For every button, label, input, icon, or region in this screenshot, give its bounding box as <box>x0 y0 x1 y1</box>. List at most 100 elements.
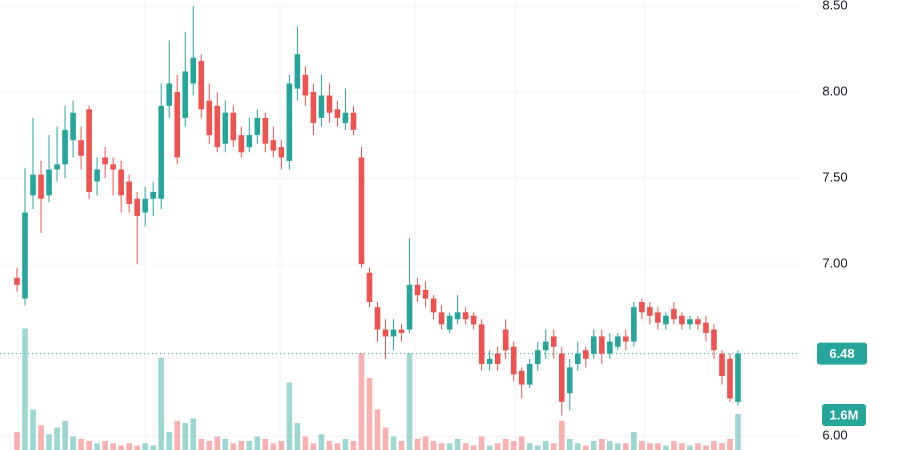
volume-bar <box>558 420 565 450</box>
last-volume-box <box>822 404 866 426</box>
last-price-box <box>817 342 867 365</box>
volume-bar <box>278 441 285 450</box>
volume-bar <box>382 427 389 450</box>
candle-body <box>687 319 693 325</box>
volume-bar <box>526 443 533 450</box>
candle-body <box>655 312 661 323</box>
volume-bar <box>542 441 549 450</box>
volume-bar <box>390 436 397 450</box>
candle-body <box>607 341 613 354</box>
volume-bar <box>679 443 685 450</box>
candle-body <box>22 212 28 299</box>
volume-bar <box>518 436 525 450</box>
candle-body <box>166 83 173 106</box>
volume-layer <box>14 328 741 450</box>
candle-body <box>398 329 405 333</box>
volume-bar <box>470 445 477 450</box>
candle-body <box>542 341 549 351</box>
candle-body <box>695 319 701 325</box>
volume-bar <box>14 432 20 450</box>
candle-body <box>374 307 381 330</box>
candle-body <box>430 298 437 313</box>
volume-bar <box>406 353 413 450</box>
volume-bar <box>647 443 653 450</box>
candle-body <box>158 105 165 199</box>
volume-bar <box>166 432 173 450</box>
candle-body <box>623 336 629 342</box>
volume-bar <box>663 445 669 450</box>
volume-bar <box>174 420 181 450</box>
volume-bar <box>134 445 140 450</box>
volume-bar <box>695 443 701 450</box>
price-axis: 6.00 7.00 7.50 8.00 8.50 6.48 1.6M <box>817 0 867 443</box>
candle-body <box>62 129 68 165</box>
candle-body <box>342 112 349 124</box>
volume-bar <box>454 438 461 450</box>
volume-bar <box>54 427 60 450</box>
candle-body <box>518 370 525 385</box>
candle-body <box>422 289 429 299</box>
candle-body <box>631 307 637 342</box>
candle-body <box>599 336 605 354</box>
candle-body <box>647 307 653 316</box>
candle-body <box>406 284 413 330</box>
candle-body <box>102 157 108 165</box>
volume-bar <box>711 441 717 450</box>
candle-body <box>462 312 469 320</box>
volume-bar <box>342 438 349 450</box>
volume-bar <box>286 382 293 450</box>
candle-body <box>286 83 293 161</box>
volume-bar <box>22 328 28 450</box>
volume-bar <box>198 438 205 450</box>
volume-bar <box>30 409 36 450</box>
candle-body <box>302 74 309 96</box>
candle-body <box>574 353 581 364</box>
volume-bar <box>398 441 405 450</box>
y-tick-label: 7.00 <box>822 256 847 271</box>
candle-body <box>558 353 565 402</box>
candle-body <box>78 140 84 156</box>
volume-bar <box>550 443 557 450</box>
candle-body <box>502 329 509 351</box>
volume-bar <box>703 445 709 450</box>
candle-body <box>246 135 253 148</box>
volume-bar <box>446 443 453 450</box>
volume-bar <box>615 443 621 450</box>
candle-body <box>70 112 76 141</box>
candle-body <box>254 117 261 136</box>
candle-body <box>262 117 269 144</box>
candle-body <box>14 277 20 285</box>
candle-body <box>86 109 92 192</box>
candle-body <box>54 164 60 170</box>
candle-body <box>615 336 621 347</box>
candle-body <box>134 198 140 216</box>
grid <box>0 0 800 450</box>
volume-bar <box>206 441 213 450</box>
volume-bar <box>94 443 100 450</box>
candle-body <box>118 169 124 196</box>
candle-body <box>703 322 709 333</box>
y-tick-label: 8.00 <box>822 84 847 99</box>
volume-bar <box>478 436 485 450</box>
volume-bar <box>86 441 92 450</box>
candle-body <box>486 358 493 364</box>
volume-bar <box>687 445 693 450</box>
candle-body <box>470 315 477 325</box>
volume-bar <box>631 432 637 450</box>
volume-bar <box>78 438 84 450</box>
volume-bar <box>254 436 261 450</box>
volume-bar <box>582 445 589 450</box>
candle-body <box>318 95 325 118</box>
candle-body <box>358 157 365 265</box>
candle-body <box>46 169 52 196</box>
volume-bar <box>438 443 445 450</box>
volume-bar <box>150 445 156 450</box>
candle-body <box>38 174 44 199</box>
last-price-label: 6.48 <box>829 346 854 361</box>
volume-bar <box>310 443 317 450</box>
volume-bar <box>719 443 725 450</box>
candle-body <box>230 112 237 141</box>
candle-body <box>550 336 557 347</box>
candle-body <box>310 92 317 124</box>
